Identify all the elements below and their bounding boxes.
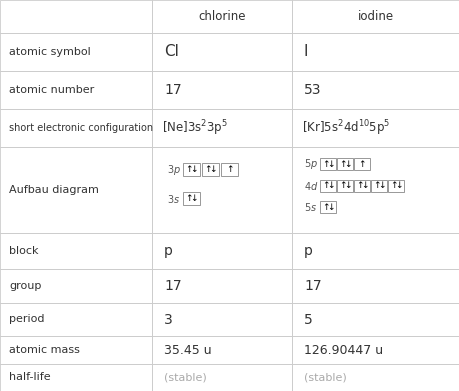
Text: $5p$: $5p$ [303,157,317,171]
Text: Cl: Cl [164,45,179,59]
Text: $\mathregular{[Kr]5s^24d^{10}5p^5}$: $\mathregular{[Kr]5s^24d^{10}5p^5}$ [302,118,390,138]
Bar [151,233,291,269]
Text: Aufbau diagram: Aufbau diagram [9,185,99,195]
Bar [151,71,291,109]
Text: ↑: ↑ [389,181,397,190]
Text: 5: 5 [303,312,312,326]
Text: ↓: ↓ [326,203,334,212]
Text: group: group [9,281,41,291]
Bar [0,109,151,147]
Bar [291,71,459,109]
Text: short electronic configuration: short electronic configuration [9,123,153,133]
Text: ↓: ↓ [343,160,351,169]
Text: $\mathregular{[Ne]3s^23p^5}$: $\mathregular{[Ne]3s^23p^5}$ [162,118,228,138]
Bar [0,364,151,391]
Text: 3: 3 [164,312,173,326]
Text: atomic symbol: atomic symbol [9,47,90,57]
Bar [151,364,291,391]
Bar [151,109,291,147]
Bar [220,163,237,176]
Bar [319,201,335,213]
Text: 17: 17 [303,279,321,293]
Bar [0,33,151,71]
Bar [291,109,459,147]
Text: (stable): (stable) [164,373,206,382]
Text: ↑: ↑ [321,160,329,169]
Text: ↑: ↑ [321,203,329,212]
Text: atomic number: atomic number [9,85,94,95]
Bar [151,0,291,33]
Text: ↑: ↑ [185,165,192,174]
Bar [0,0,151,33]
Text: 53: 53 [303,83,321,97]
Text: ↓: ↓ [190,165,197,174]
Text: ↑: ↑ [338,181,346,190]
Text: (stable): (stable) [303,373,346,382]
Bar [202,163,218,176]
Bar [0,336,151,364]
Bar [336,158,352,170]
Bar [291,364,459,391]
Bar [353,180,369,192]
Text: 17: 17 [164,279,181,293]
Text: ↑: ↑ [355,181,363,190]
Bar [291,147,459,233]
Bar [291,33,459,71]
Text: ↓: ↓ [209,165,216,174]
Text: ↓: ↓ [343,181,351,190]
Text: $4d$: $4d$ [303,180,318,192]
Text: ↑: ↑ [338,160,346,169]
Text: p: p [303,244,312,258]
Text: ↓: ↓ [394,181,401,190]
Bar [151,33,291,71]
Text: half-life: half-life [9,373,50,382]
Text: period: period [9,314,45,325]
Bar [291,303,459,336]
Text: ↑: ↑ [321,181,329,190]
Text: 35.45 u: 35.45 u [164,344,211,357]
Text: $3p$: $3p$ [167,163,180,177]
Bar [291,336,459,364]
Text: 126.90447 u: 126.90447 u [303,344,382,357]
Bar [291,269,459,303]
Bar [319,180,335,192]
Text: p: p [164,244,173,258]
Text: ↑: ↑ [358,160,365,169]
Text: iodine: iodine [357,10,393,23]
Bar [353,158,369,170]
Bar [336,180,352,192]
Text: chlorine: chlorine [198,10,245,23]
Bar [319,158,335,170]
Text: ↓: ↓ [326,181,334,190]
Text: ↓: ↓ [377,181,385,190]
Bar [370,180,386,192]
Bar [183,163,200,176]
Bar [387,180,403,192]
Text: block: block [9,246,39,256]
Bar [291,233,459,269]
Text: ↑: ↑ [185,194,192,203]
Text: I: I [303,45,308,59]
Text: 17: 17 [164,83,181,97]
Bar [0,71,151,109]
Text: ↓: ↓ [190,194,197,203]
Bar [0,303,151,336]
Text: ↓: ↓ [326,160,334,169]
Bar [151,269,291,303]
Bar [0,147,151,233]
Text: atomic mass: atomic mass [9,345,80,355]
Bar [151,303,291,336]
Bar [0,233,151,269]
Text: $5s$: $5s$ [303,201,316,213]
Bar [291,0,459,33]
Text: ↑: ↑ [372,181,380,190]
Bar [183,192,200,205]
Bar [0,269,151,303]
Text: ↑: ↑ [204,165,211,174]
Bar [151,147,291,233]
Text: $3s$: $3s$ [167,193,179,204]
Text: ↓: ↓ [360,181,368,190]
Text: ↑: ↑ [225,165,233,174]
Bar [151,336,291,364]
